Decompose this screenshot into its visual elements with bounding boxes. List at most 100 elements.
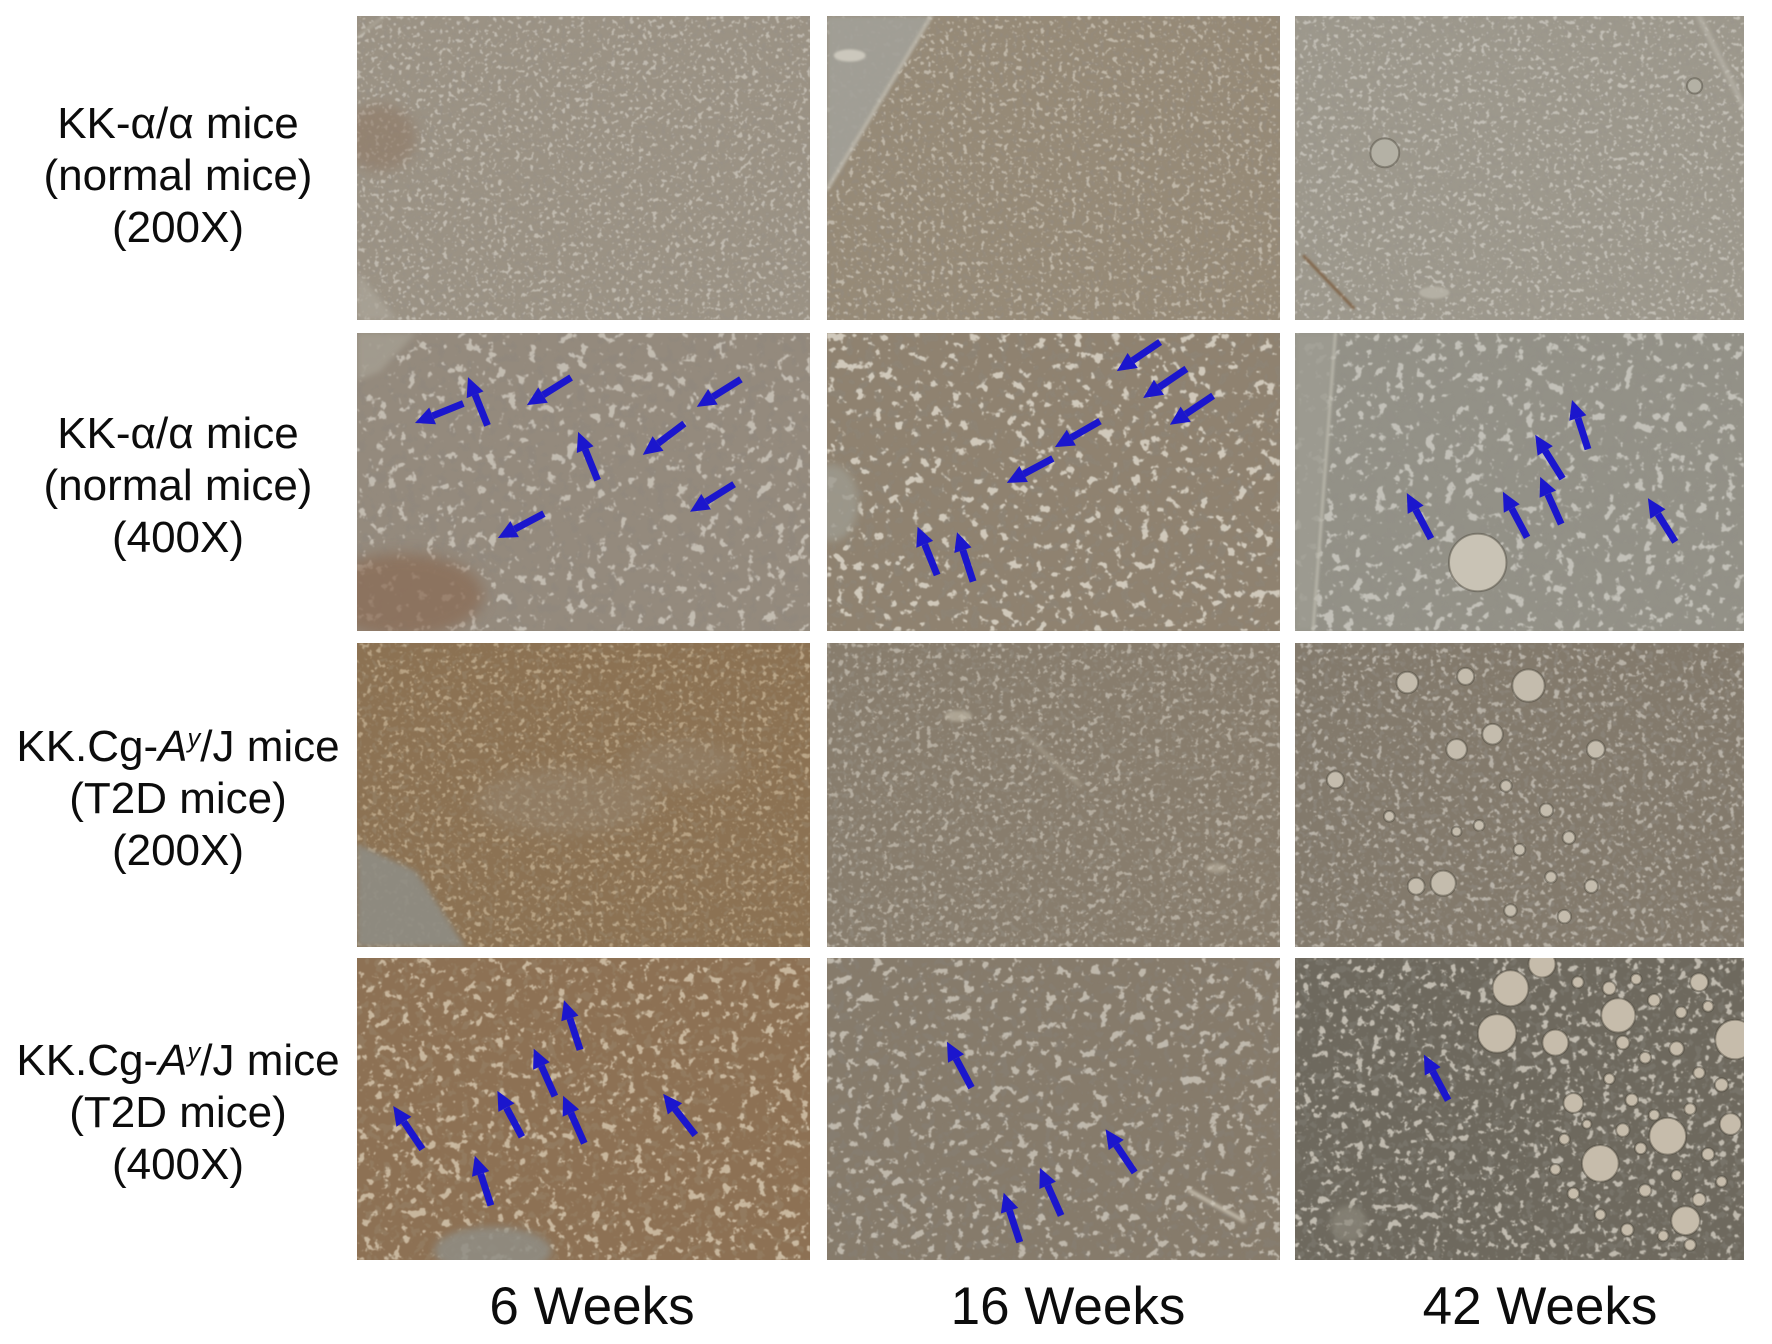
lipid-droplets [1369,77,1704,169]
annotation-arrow [1006,455,1055,483]
lipid-droplet [1561,830,1577,845]
lipid-droplet [1429,869,1457,897]
lipid-droplet [1615,1034,1631,1051]
column-label-6-weeks: 6 Weeks [489,1277,695,1336]
column-label-42-weeks: 42 Weeks [1422,1277,1658,1336]
lipid-droplet [1633,1141,1648,1156]
lipid-droplet [1593,1208,1607,1222]
lipid-droplet [1615,1122,1631,1138]
label-text: (200X) [111,825,245,875]
tissue-features [1295,333,1337,631]
lipid-droplet [1544,870,1558,884]
lipid-droplet [1581,1118,1593,1130]
lipid-droplet [1406,876,1426,896]
lipid-droplet [1629,972,1643,986]
annotation-arrow [466,377,491,427]
label-text: KK-α/α mice [57,409,299,459]
lipid-droplet [1670,1169,1684,1182]
lipid-droplet [1456,666,1476,686]
annotation-arrow [1647,498,1679,544]
label-text: (T2D mice) [69,774,287,824]
annotation-arrow [1406,493,1435,541]
annotation-arrow [561,1000,584,1051]
lipid-droplet [1701,999,1715,1013]
lipid-droplet [1600,997,1637,1034]
tissue-features [357,333,484,631]
annotation-arrows [916,339,1216,583]
row-label-line: (400X) [0,1139,356,1191]
annotation-arrow [1143,365,1189,398]
row-label-line: (T2D mice) [0,1087,356,1139]
lipid-droplet [1646,993,1662,1008]
micrograph-t2d-200x-6w [357,643,810,947]
micrograph-normal-400x-16w [827,333,1280,631]
lipid-droplets [1325,666,1606,925]
annotation-arrow [472,1155,495,1207]
micrograph-t2d-200x-16w [827,643,1280,947]
micrograph-image [357,16,810,320]
lipid-droplet [1714,1018,1744,1061]
tissue-features [1302,16,1744,310]
annotation-arrow [1169,392,1216,425]
annotation-arrows [1423,1054,1452,1102]
annotation-arrow [1105,1129,1138,1175]
micrograph-normal-200x-42w [1295,16,1744,320]
lipid-droplet [1700,1147,1716,1162]
lipid-droplet [1481,722,1504,746]
lipid-droplet [1683,1238,1697,1252]
lipid-droplet [1541,1028,1570,1057]
annotation-arrow [690,481,736,512]
label-text: KK.Cg- [16,722,159,772]
annotation-arrows [947,1041,1138,1244]
tissue-features [1187,1188,1246,1223]
row-label-line: KK-α/α mice [0,98,356,150]
label-text: (normal mice) [43,461,313,511]
lipid-droplet [1558,1132,1571,1146]
tissue-features [944,710,1228,873]
label-text: (200X) [111,202,245,252]
label-text: A [158,722,188,772]
annotation-arrow [1039,1167,1065,1217]
lipid-droplet [1689,972,1710,993]
label-text: A [158,1036,188,1086]
lipid-droplet [1718,1112,1743,1136]
micrograph-image [827,958,1280,1260]
row-label-line: (400X) [0,512,356,564]
micrograph-image [357,333,810,631]
lipid-droplet [1580,1144,1620,1183]
lipid-droplet [1448,532,1508,593]
label-text: y [187,1039,201,1068]
annotation-arrow [393,1106,426,1152]
tissue-features [1330,1205,1367,1242]
tissue-features [827,464,859,542]
annotation-arrow [1054,418,1102,448]
annotation-arrow [642,420,687,455]
label-text: (T2D mice) [69,1088,287,1138]
tissue-features [434,1226,552,1260]
micrograph-image [357,643,810,947]
annotation-arrow [954,532,977,583]
micrograph-image [1295,333,1744,631]
annotation-arrow [696,376,743,407]
tissue-features [357,16,416,320]
lipid-droplet [1583,878,1599,894]
lipid-droplet [1472,819,1486,832]
lipid-droplet [1585,739,1606,760]
lipid-droplet [1566,1186,1581,1201]
annotation-arrow [1000,1192,1024,1244]
annotation-arrow [916,526,941,577]
row-label-line: (normal mice) [0,150,356,202]
lipid-droplet [1450,825,1463,838]
lipid-droplet [1325,770,1345,790]
lipid-droplet [1670,1205,1702,1237]
micrograph-image [1295,16,1744,320]
label-text: (400X) [111,512,245,562]
annotation-arrow [576,431,601,482]
row-label-line: (200X) [0,202,356,254]
lipid-droplet [1713,1077,1730,1093]
annotation-arrow [562,1095,588,1145]
annotation-arrow [1423,1054,1452,1102]
micrograph-normal-200x-6w [357,16,810,320]
annotation-arrow [947,1041,975,1090]
lipid-droplet [1637,1183,1653,1198]
